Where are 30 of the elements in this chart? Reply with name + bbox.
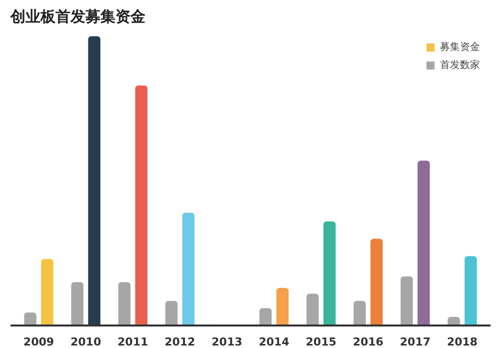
bar bbox=[400, 276, 413, 326]
x-tick-label: 2009 bbox=[23, 336, 54, 348]
bar bbox=[165, 300, 178, 326]
bar bbox=[118, 282, 130, 326]
bar bbox=[306, 294, 319, 326]
bar bbox=[464, 256, 477, 326]
bar bbox=[182, 212, 194, 326]
bar bbox=[418, 160, 430, 326]
legend-label: 募集资金 bbox=[440, 40, 480, 54]
bar bbox=[354, 300, 366, 326]
bar bbox=[259, 308, 272, 326]
legend-label: 首发数家 bbox=[440, 58, 480, 72]
bar bbox=[41, 258, 54, 326]
bar bbox=[370, 238, 383, 326]
bar bbox=[88, 36, 100, 326]
x-tick-label: 2013 bbox=[212, 336, 242, 348]
x-tick-label: 2012 bbox=[164, 336, 196, 348]
chart-title: 创业板首发募集资金 bbox=[10, 8, 146, 26]
x-tick-label: 2015 bbox=[306, 336, 336, 348]
x-tick-label: 2016 bbox=[352, 336, 384, 348]
x-tick-label: 2018 bbox=[446, 336, 478, 348]
bar bbox=[24, 312, 36, 326]
x-tick-label: 2011 bbox=[118, 336, 148, 348]
x-tick-label: 2014 bbox=[258, 336, 290, 348]
bar bbox=[135, 85, 148, 326]
bar bbox=[323, 221, 336, 326]
bar bbox=[71, 282, 84, 326]
x-tick-label: 2017 bbox=[400, 336, 431, 348]
x-tick-label: 2010 bbox=[70, 336, 102, 348]
bar bbox=[276, 288, 289, 326]
